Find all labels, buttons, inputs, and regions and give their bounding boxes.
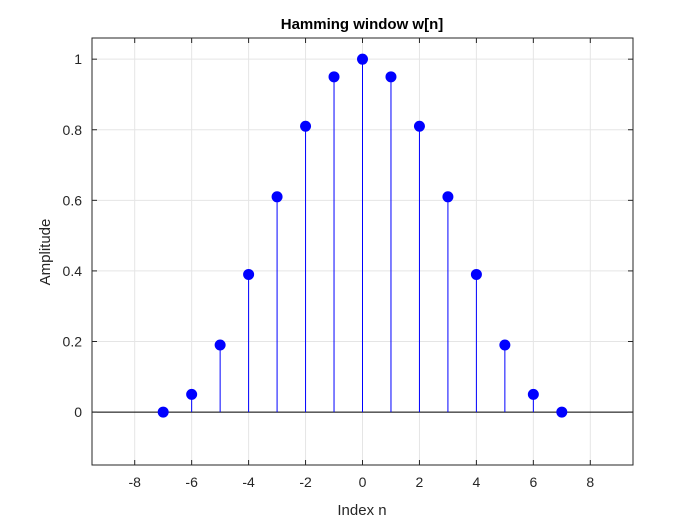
markers — [157, 53, 568, 418]
x-tick-label: 2 — [416, 474, 424, 490]
x-tick-label: -4 — [242, 474, 255, 490]
stem-marker — [413, 120, 425, 132]
stem-marker — [243, 268, 255, 280]
y-tick-label: 0.6 — [63, 192, 83, 208]
y-tick-label: 0.8 — [63, 122, 83, 138]
stem-marker — [186, 388, 198, 400]
stem-marker — [214, 339, 226, 351]
x-tick-label: 0 — [359, 474, 367, 490]
stem-marker — [556, 406, 568, 418]
x-tick-label: -6 — [185, 474, 198, 490]
y-axis-label: Amplitude — [37, 219, 54, 286]
y-tick-label: 0.2 — [63, 333, 83, 349]
stem-marker — [470, 268, 482, 280]
chart-title: Hamming window w[n] — [281, 16, 444, 33]
ticks: -8 -6 -4 -2 0 2 4 6 8 0 0.2 0.4 0.6 0.8 1 — [63, 38, 633, 490]
x-tick-label: 6 — [529, 474, 537, 490]
x-tick-label: -8 — [128, 474, 141, 490]
stem-marker — [157, 406, 169, 418]
x-axis-label: Index n — [337, 502, 386, 519]
stem-marker — [499, 339, 511, 351]
y-tick-label: 0 — [74, 404, 82, 420]
stem-marker — [300, 120, 312, 132]
stem-marker — [385, 71, 397, 83]
x-tick-label: 8 — [586, 474, 594, 490]
stem-marker — [442, 191, 454, 203]
x-tick-label: -2 — [299, 474, 312, 490]
stem-marker — [328, 71, 340, 83]
stems — [191, 59, 534, 413]
y-tick-label: 0.4 — [63, 263, 83, 279]
y-tick-label: 1 — [74, 51, 82, 67]
x-tick-label: 4 — [472, 474, 480, 490]
stem-marker — [271, 191, 283, 203]
stem-marker — [357, 53, 368, 65]
stem-marker — [527, 388, 539, 400]
